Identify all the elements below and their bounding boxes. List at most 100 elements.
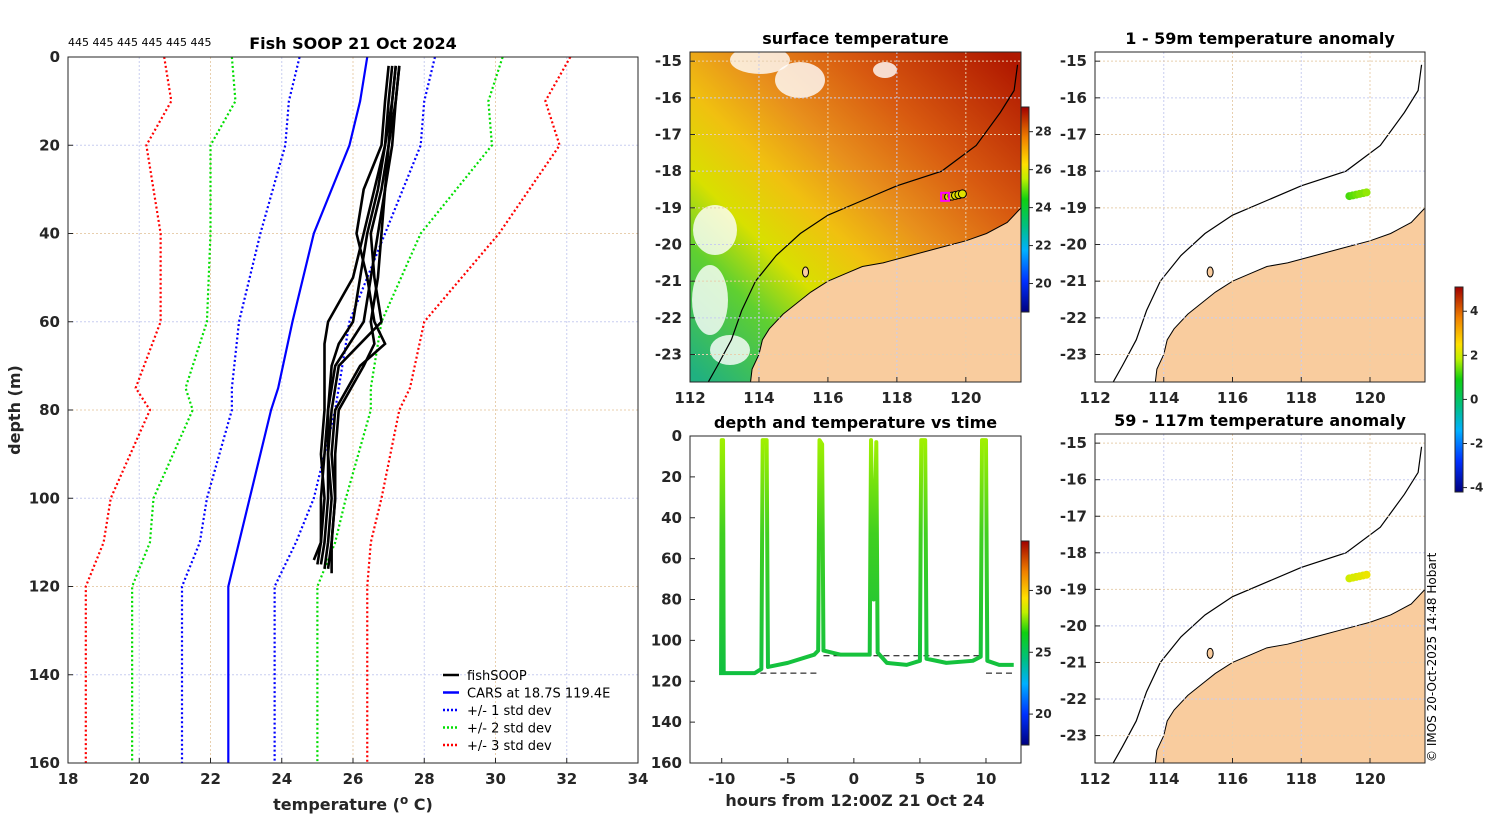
colorbar-tick-label: 20 xyxy=(1035,277,1052,291)
y-tick-label: 20 xyxy=(39,136,60,154)
legend-entry: +/- 3 std dev xyxy=(467,739,552,754)
y-tick-label: -16 xyxy=(655,89,682,107)
y-tick-label: -23 xyxy=(1060,727,1087,745)
colorbar-tick-label: 24 xyxy=(1035,201,1052,215)
x-axis-label: temperature (o C) xyxy=(273,793,433,814)
y-tick-label: -21 xyxy=(1060,272,1087,290)
anomaly-point xyxy=(1362,188,1371,197)
colorbar-tick-label: -2 xyxy=(1470,437,1483,451)
y-tick-label: 20 xyxy=(661,468,682,486)
colorbar: 20 25 30 xyxy=(1020,540,1052,746)
series-line--1-std xyxy=(180,56,301,763)
fishsoop-profile xyxy=(323,65,401,570)
x-tick-label: 116 xyxy=(812,389,843,407)
depth-trace xyxy=(719,438,1014,676)
x-tick-label: 10 xyxy=(976,770,997,788)
legend-entry: +/- 2 std dev xyxy=(467,722,552,737)
panel-title: Fish SOOP 21 Oct 2024 xyxy=(249,34,457,53)
legend-entry: +/- 1 std dev xyxy=(467,704,552,719)
map xyxy=(1095,52,1425,382)
y-tick-label: -20 xyxy=(1060,617,1087,635)
cloud-mask xyxy=(775,62,825,98)
colorbar-tick-label: 25 xyxy=(1035,645,1052,659)
y-tick-label: 40 xyxy=(39,225,60,243)
anomaly-point xyxy=(1362,570,1371,579)
y-axis-label: depth (m) xyxy=(5,365,24,455)
y-tick-label: -20 xyxy=(655,236,682,254)
colorbar-tick-label: -4 xyxy=(1470,481,1483,495)
colorbar-gradient xyxy=(1020,540,1030,746)
y-tick-label: 80 xyxy=(661,591,682,609)
cloud-mask xyxy=(693,205,737,255)
x-tick-label: 118 xyxy=(881,389,912,407)
x-tick-label: 120 xyxy=(1354,770,1385,788)
y-tick-label: 0 xyxy=(50,48,60,66)
legend: fishSOOP CARS at 18.7S 119.4E +/- 1 std de… xyxy=(443,669,610,754)
cloud-mask xyxy=(873,62,897,78)
panel-title: surface temperature xyxy=(762,29,949,48)
y-tick-label: 0 xyxy=(672,427,682,445)
island xyxy=(1206,266,1214,278)
axes-box xyxy=(1094,51,1426,383)
colorbar-tick-label: 4 xyxy=(1470,304,1478,318)
island xyxy=(802,266,810,278)
y-tick-label: 60 xyxy=(661,550,682,568)
y-tick-label: -22 xyxy=(1060,690,1087,708)
x-tick-label: 34 xyxy=(628,770,649,788)
y-tick-label: -23 xyxy=(1060,346,1087,364)
cloud-mask xyxy=(730,52,790,74)
cars-location-marker xyxy=(940,191,951,202)
y-tick-label: -17 xyxy=(655,126,682,144)
y-tick-label: 80 xyxy=(39,401,60,419)
colorbar-tick-label: 20 xyxy=(1035,707,1052,721)
colorbar-gradient xyxy=(1454,286,1464,493)
colorbar-tick-label: 30 xyxy=(1035,583,1052,597)
land xyxy=(750,207,1021,382)
colorbar-tick-label: 2 xyxy=(1470,348,1478,362)
y-tick-label: -19 xyxy=(1060,580,1087,598)
colorbar-tick-label: 28 xyxy=(1035,125,1052,139)
x-tick-label: 22 xyxy=(200,770,221,788)
x-axis-label-part: C) xyxy=(408,795,433,814)
x-tick-label: 118 xyxy=(1286,389,1317,407)
x-tick-label: 20 xyxy=(129,770,150,788)
x-tick-label: 118 xyxy=(1286,770,1317,788)
panel-4-axes: 112 114 116 118 120 -15 -16 -17 -18 -19 -20 -21 -22 -… xyxy=(1060,434,1425,788)
legend-entry: CARS at 18.7S 119.4E xyxy=(467,687,610,702)
axes-box xyxy=(689,435,1022,764)
x-tick-label: 116 xyxy=(1217,770,1248,788)
isobath-line xyxy=(1112,64,1423,382)
y-tick-label: -15 xyxy=(1060,434,1087,452)
fishsoop-profile xyxy=(312,65,398,561)
y-tick-label: -15 xyxy=(655,52,682,70)
series-line--3-std xyxy=(366,56,572,763)
x-tick-label: 18 xyxy=(58,770,79,788)
y-tick-label: -21 xyxy=(1060,653,1087,671)
y-tick-label: -17 xyxy=(1060,507,1087,525)
copyright-notice: © IMOS 20-Oct-2025 14:48 Hobart xyxy=(1425,552,1439,762)
x-tick-label: 24 xyxy=(271,770,292,788)
colorbar: 20 22 24 26 28 xyxy=(1020,106,1052,313)
panel-title: 59 - 117m temperature anomaly xyxy=(1114,411,1406,430)
x-tick-label: 114 xyxy=(1148,389,1179,407)
x-axis-label: hours from 12:00Z 21 Oct 24 xyxy=(725,791,984,810)
isobath-line xyxy=(1112,446,1423,763)
colorbar-tick-label: 26 xyxy=(1035,163,1052,177)
y-tick-label: 120 xyxy=(651,672,682,690)
x-tick-label: 112 xyxy=(1079,389,1110,407)
series-line--3-std xyxy=(84,56,173,763)
profile-count-annotation: 445 445 445 445 445 445 xyxy=(68,36,211,49)
y-tick-label: -15 xyxy=(1060,52,1087,70)
legend-entry: fishSOOP xyxy=(467,669,527,684)
cloud-mask xyxy=(710,335,750,365)
x-tick-label: 120 xyxy=(950,389,981,407)
x-axis-label-part: o xyxy=(400,793,408,807)
y-tick-label: -19 xyxy=(1060,199,1087,217)
colorbar-gradient xyxy=(1020,106,1030,313)
x-tick-label: 28 xyxy=(414,770,435,788)
map xyxy=(690,52,1021,382)
y-tick-label: 60 xyxy=(39,313,60,331)
axes-box xyxy=(1094,433,1426,764)
